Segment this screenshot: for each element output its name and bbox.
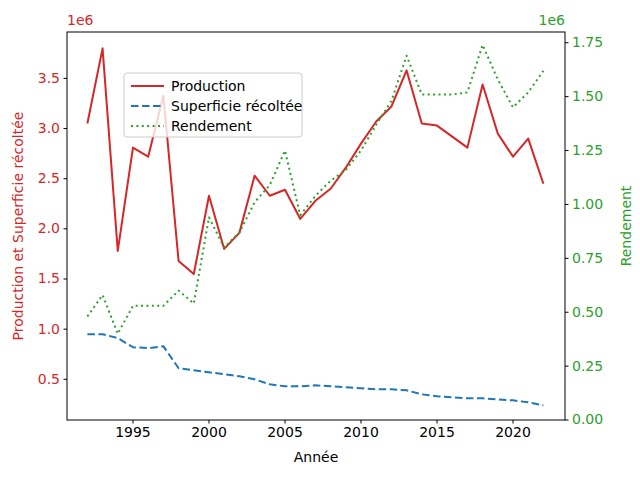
right-tick-label: 1.25 (572, 142, 603, 158)
y-axis-label-right: Rendement (618, 185, 634, 266)
x-tick-label: 2000 (191, 424, 227, 440)
legend-label: Superficie récoltée (171, 98, 302, 114)
left-tick-label: 0.5 (38, 371, 60, 387)
left-tick-label: 1.0 (38, 321, 60, 337)
superficie-r-colt-e-line (87, 334, 543, 405)
x-tick-label: 2015 (419, 424, 455, 440)
left-tick-label: 3.5 (38, 70, 60, 86)
left-axis-scale-offset: 1e6 (67, 12, 94, 28)
legend-label: Production (171, 78, 245, 94)
legend: Production Superficie récoltée Rendement (124, 73, 302, 137)
right-tick-label: 0.25 (572, 358, 603, 374)
x-tick-label: 1995 (115, 424, 151, 440)
x-tick-label: 2005 (267, 424, 303, 440)
right-tick-label: 0.00 (572, 411, 603, 427)
right-tick-label: 1.75 (572, 34, 603, 50)
x-tick-label: 2020 (495, 424, 531, 440)
left-tick-label: 2.5 (38, 170, 60, 186)
legend-label: Rendement (171, 118, 252, 134)
x-axis-label: Année (294, 449, 339, 465)
left-tick-label: 3.0 (38, 120, 60, 136)
figure: 1995 2000 2005 2010 2015 2020 0.5 1.0 1.5 2.0 2.5 3… (0, 0, 640, 480)
dual-axis-line-chart: 1995 2000 2005 2010 2015 2020 0.5 1.0 1.5 2.0 2.5 3… (0, 0, 640, 480)
y-axis-label-left: Production et Superficie récoltée (10, 112, 26, 341)
right-axis-scale-offset: 1e6 (539, 12, 566, 28)
x-tick-label: 2010 (343, 424, 379, 440)
right-tick-label: 1.00 (572, 196, 603, 212)
left-tick-label: 2.0 (38, 220, 60, 236)
right-tick-label: 0.50 (572, 304, 603, 320)
left-tick-label: 1.5 (38, 270, 60, 286)
plot-generated-layer: 1995 2000 2005 2010 2015 2020 0.5 1.0 1.5 2.0 2.5 3… (38, 32, 603, 440)
right-tick-label: 0.75 (572, 250, 603, 266)
right-tick-label: 1.50 (572, 88, 603, 104)
